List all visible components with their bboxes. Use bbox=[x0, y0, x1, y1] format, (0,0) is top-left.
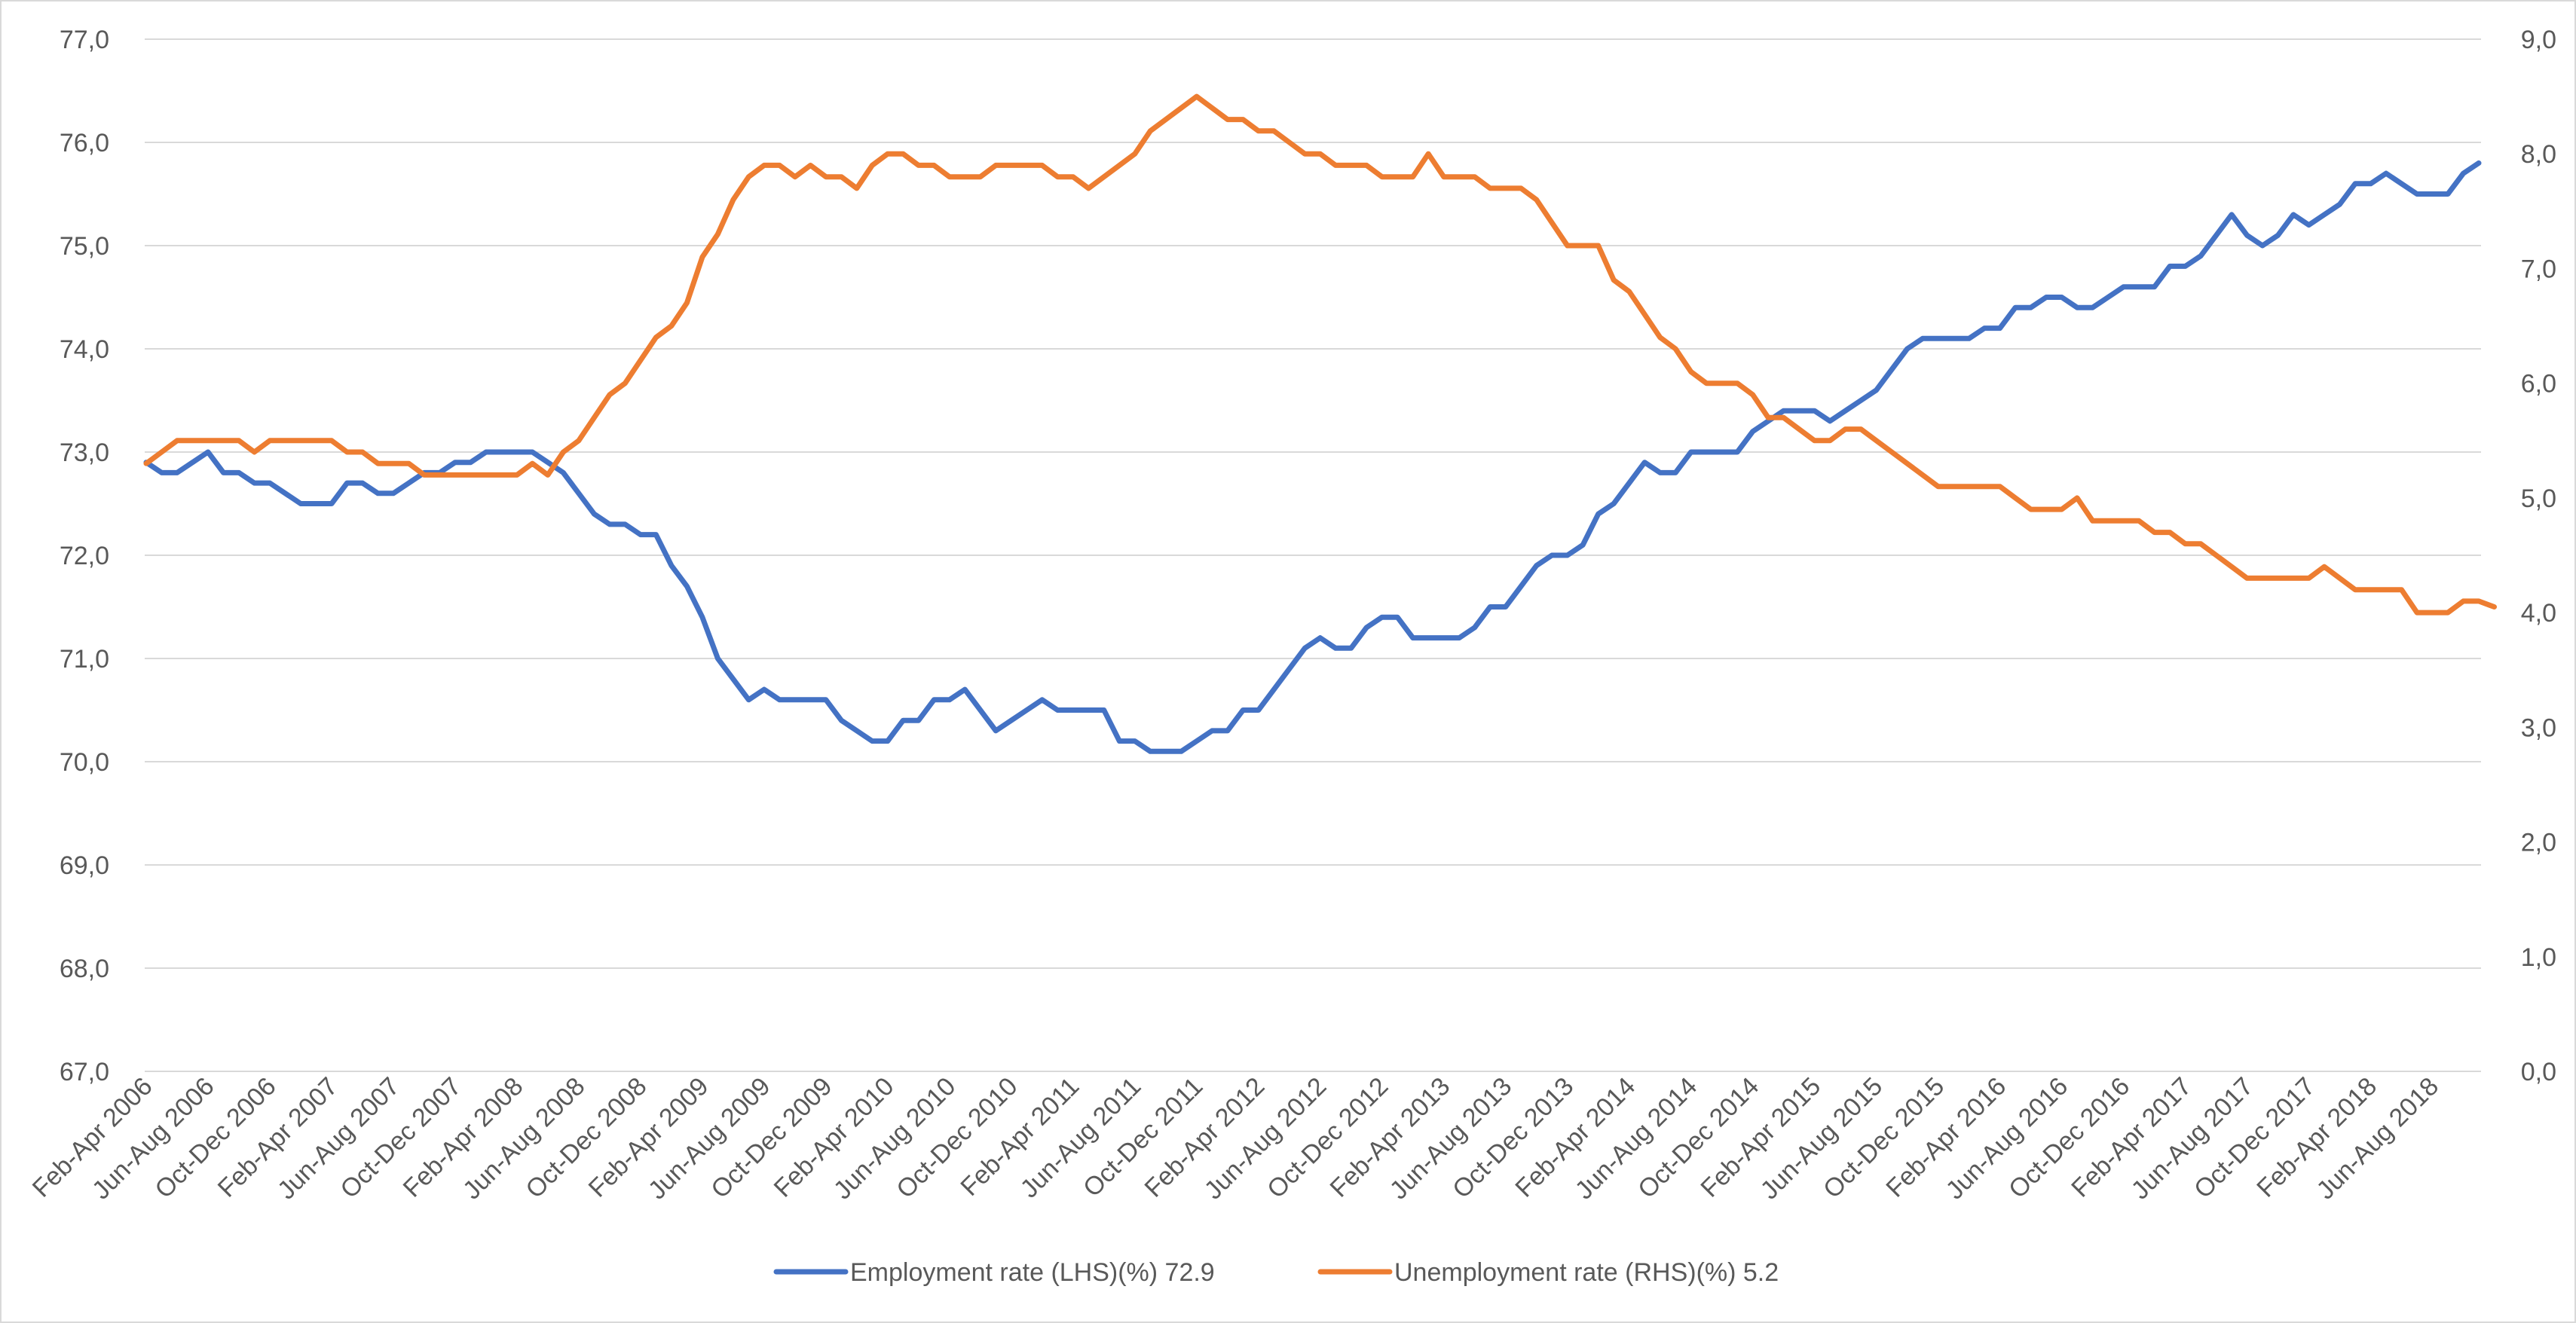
left-axis-tick-label: 71,0 bbox=[60, 645, 109, 674]
left-axis-tick-label: 77,0 bbox=[60, 26, 109, 54]
right-axis-tick-label: 8,0 bbox=[2521, 140, 2556, 169]
left-axis-tick-label: 68,0 bbox=[60, 955, 109, 983]
right-axis-tick-label: 2,0 bbox=[2521, 829, 2556, 857]
left-axis-tick-label: 70,0 bbox=[60, 748, 109, 777]
left-axis-tick-label: 67,0 bbox=[60, 1058, 109, 1086]
left-axis-tick-label: 75,0 bbox=[60, 232, 109, 261]
right-axis-tick-label: 4,0 bbox=[2521, 599, 2556, 628]
right-axis-tick-label: 3,0 bbox=[2521, 713, 2556, 742]
legend-label-employment: Employment rate (LHS)(%) 72.9 bbox=[850, 1258, 1215, 1287]
right-axis-tick-label: 5,0 bbox=[2521, 484, 2556, 513]
right-axis-tick-label: 1,0 bbox=[2521, 943, 2556, 972]
unemployment-rate-line bbox=[143, 93, 2497, 616]
employment-rate-line bbox=[143, 160, 2482, 754]
left-axis-tick-label: 76,0 bbox=[60, 129, 109, 157]
gridlines bbox=[145, 38, 2481, 1072]
right-axis-tick-label: 6,0 bbox=[2521, 370, 2556, 399]
left-axis-tick-label: 74,0 bbox=[60, 335, 109, 364]
right-axis-tick-label: 7,0 bbox=[2521, 255, 2556, 283]
legend-label-unemployment: Unemployment rate (RHS)(%) 5.2 bbox=[1394, 1258, 1779, 1287]
legend: Employment rate (LHS)(%) 72.9 Unemploymen… bbox=[773, 1258, 1779, 1287]
left-axis-tick-label: 69,0 bbox=[60, 851, 109, 880]
left-axis-tick-label: 72,0 bbox=[60, 542, 109, 570]
right-axis-tick-label: 0,0 bbox=[2521, 1058, 2556, 1086]
left-axis: 67,0 68,0 69,0 70,0 71,0 72,0 73,0 74,0 75,0 76,0… bbox=[60, 26, 109, 1086]
right-axis-tick-label: 9,0 bbox=[2521, 26, 2556, 54]
left-axis-tick-label: 73,0 bbox=[60, 438, 109, 467]
right-axis: 0,0 1,0 2,0 3,0 4,0 5,0 6,0 7,0 8,0 9,0 bbox=[2521, 26, 2556, 1086]
series-lines bbox=[143, 93, 2497, 754]
